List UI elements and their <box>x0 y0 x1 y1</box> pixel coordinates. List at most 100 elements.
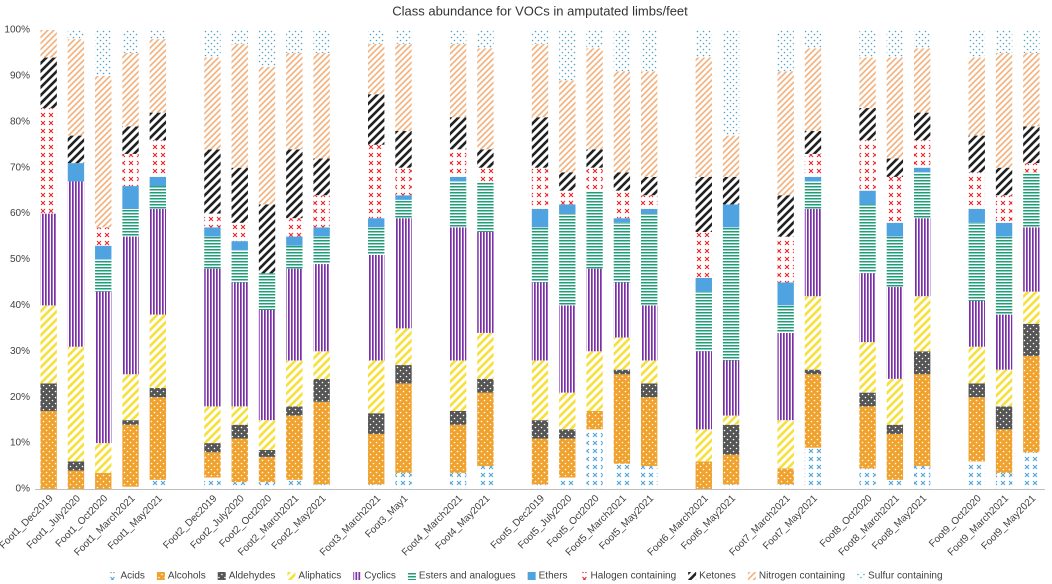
bar-segment <box>95 227 112 246</box>
bar-segment <box>695 277 712 292</box>
bar-segment <box>531 360 549 421</box>
bar-segment <box>695 429 712 462</box>
bar-segment <box>477 231 494 333</box>
bar-segment <box>122 486 139 489</box>
bar-segment <box>968 30 985 58</box>
bar-segment <box>804 48 822 131</box>
bar-segment <box>449 30 467 44</box>
bar-segment <box>613 71 631 173</box>
legend-swatch <box>688 572 697 580</box>
bar-segment <box>313 401 330 485</box>
bar-segment <box>559 477 576 489</box>
bar-segment <box>313 30 330 53</box>
chart-title: Class abundance for VOCs in amputated li… <box>392 3 688 18</box>
bar-segment <box>859 108 876 141</box>
bar-segment <box>313 236 330 265</box>
bar-segment <box>286 245 303 269</box>
bar-segment <box>531 167 549 210</box>
bar-segment <box>995 472 1013 489</box>
bar-segment <box>995 314 1013 370</box>
bar-segment <box>804 296 822 370</box>
bar-segment <box>641 209 658 214</box>
bar-segment <box>722 176 740 205</box>
bar-segment <box>395 472 412 489</box>
bar-segment <box>95 472 112 489</box>
bar-segment <box>995 369 1013 407</box>
bar-segment <box>968 209 985 223</box>
bar-segment <box>231 438 248 483</box>
bar-segment <box>1023 355 1040 453</box>
bar-segment <box>531 227 549 283</box>
bar-segment <box>859 468 876 489</box>
bar-segment <box>722 454 740 485</box>
bar-segment <box>859 342 876 393</box>
bar-segment <box>531 43 549 118</box>
bar-segment <box>286 415 303 480</box>
bar-segment <box>531 117 549 168</box>
bar-segment <box>368 30 385 44</box>
bar-segment <box>395 199 412 219</box>
bar-segment <box>777 195 794 237</box>
bar-segment <box>722 30 740 136</box>
bar-segment <box>722 135 740 177</box>
legend-label: Alcohols <box>168 571 206 582</box>
bar-segment <box>586 48 603 150</box>
bar-segment <box>40 410 57 489</box>
bar-segment <box>531 438 549 485</box>
bar-segment <box>913 351 931 375</box>
bar-segment <box>913 30 931 49</box>
bar-segment <box>286 479 303 489</box>
bar-segment <box>586 30 603 49</box>
bar-segment <box>968 461 985 489</box>
bar-segment <box>204 213 221 228</box>
bar-segment <box>559 172 576 191</box>
bar-segment <box>859 30 876 58</box>
bar-segment <box>586 410 603 430</box>
bar-segment <box>477 181 494 232</box>
bar-segment <box>67 39 85 136</box>
bar-segment <box>368 433 385 485</box>
bar-segment <box>886 236 904 288</box>
bar-segment <box>559 213 576 306</box>
bar-segment <box>995 167 1013 196</box>
bar-segment <box>1023 30 1040 53</box>
bar-segment <box>995 236 1013 315</box>
bar-segment <box>559 438 576 478</box>
bar-segment <box>1023 126 1040 164</box>
bar-segment <box>722 227 740 361</box>
bar-segment <box>913 296 931 352</box>
bar-segment <box>559 190 576 205</box>
bar-segment <box>804 181 822 210</box>
bar-segment <box>477 30 494 49</box>
legend-swatch <box>857 572 866 580</box>
bar-segment <box>286 360 303 407</box>
y-tick-label: 60% <box>10 208 30 219</box>
legend-label: Sulfur containing <box>868 571 943 582</box>
bar-segment <box>313 52 330 159</box>
bar-segment <box>258 309 276 421</box>
legend-swatch <box>287 572 296 580</box>
y-tick-label: 100% <box>4 25 30 36</box>
bar-segment <box>995 222 1013 237</box>
bar-segment <box>722 415 740 425</box>
bar-segment <box>1023 452 1040 489</box>
bar-segment <box>913 48 931 113</box>
bar-segment <box>204 57 221 150</box>
bar-segment <box>67 135 85 164</box>
bar-segment <box>886 57 904 159</box>
legend-swatch <box>217 572 226 580</box>
bar-segment <box>586 167 603 191</box>
bar-segment <box>204 477 221 489</box>
bar-segment <box>886 222 904 237</box>
bar-segment <box>613 282 631 338</box>
bar-segment <box>231 250 248 283</box>
bar-segment <box>313 158 330 196</box>
bar-segment <box>477 392 494 467</box>
bar-segment <box>477 149 494 168</box>
bar-segment <box>286 268 303 361</box>
bar-segment <box>231 241 248 251</box>
bar-segment <box>804 374 822 448</box>
bar-segment <box>122 374 139 421</box>
bar-segment <box>95 443 112 473</box>
legend: Acids Alcohols Aldehydes Aliphatics Cyclics E… <box>109 571 943 582</box>
